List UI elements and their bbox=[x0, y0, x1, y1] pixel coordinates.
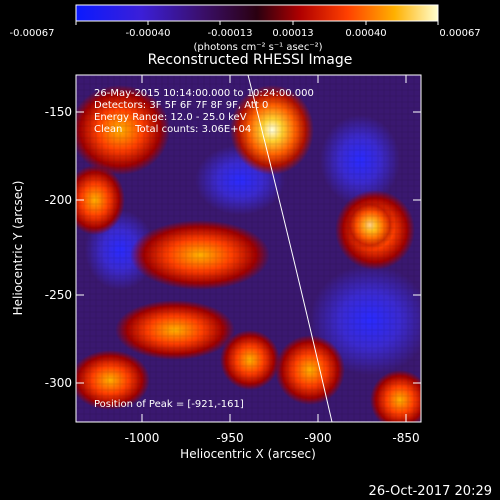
image-title: Reconstructed RHESSI Image bbox=[147, 52, 353, 68]
colorbar-unit: (photons cm⁻² s⁻¹ asec⁻²) bbox=[193, 42, 322, 53]
solar-limb-line bbox=[247, 75, 333, 422]
footer-timestamp: 26-Oct-2017 20:29 bbox=[369, 484, 492, 499]
colorbar: -0.00067 -0.00040 -0.00013 0.00013 0.000… bbox=[10, 4, 481, 53]
x-tick-label: -850 bbox=[392, 431, 419, 445]
y-axis-label: Heliocentric Y (arcsec) bbox=[11, 181, 25, 316]
time-range-annotation: 26-May-2015 10:14:00.000 to 10:24:00.000 bbox=[94, 88, 314, 99]
colorbar-gradient bbox=[75, 4, 439, 22]
x-axis-label: Heliocentric X (arcsec) bbox=[180, 447, 316, 461]
x-tick-label: -1000 bbox=[125, 431, 160, 445]
x-tick-label: -950 bbox=[216, 431, 243, 445]
detectors-annotation: Detectors: 3F 5F 6F 7F 8F 9F, Att 0 bbox=[94, 100, 268, 111]
peak-position-annotation: Position of Peak = [-921,-161] bbox=[94, 399, 244, 410]
colorbar-tick: 0.00067 bbox=[439, 28, 480, 39]
plot-frame bbox=[75, 74, 422, 423]
y-tick-label: -250 bbox=[45, 288, 72, 302]
y-tick-label: -150 bbox=[45, 105, 72, 119]
y-tick-label: -300 bbox=[45, 376, 72, 390]
colorbar-tick: -0.00067 bbox=[10, 28, 55, 39]
energy-annotation: Energy Range: 12.0 - 25.0 keV bbox=[94, 112, 247, 123]
colorbar-tick: 0.00013 bbox=[272, 28, 313, 39]
method-annotation: Clean Total counts: 3.06E+04 bbox=[94, 124, 251, 135]
colorbar-tick: 0.00040 bbox=[345, 28, 386, 39]
colorbar-tick: -0.00040 bbox=[126, 28, 171, 39]
x-tick-label: -900 bbox=[304, 431, 331, 445]
colorbar-tick: -0.00013 bbox=[208, 28, 253, 39]
y-tick-label: -200 bbox=[45, 193, 72, 207]
